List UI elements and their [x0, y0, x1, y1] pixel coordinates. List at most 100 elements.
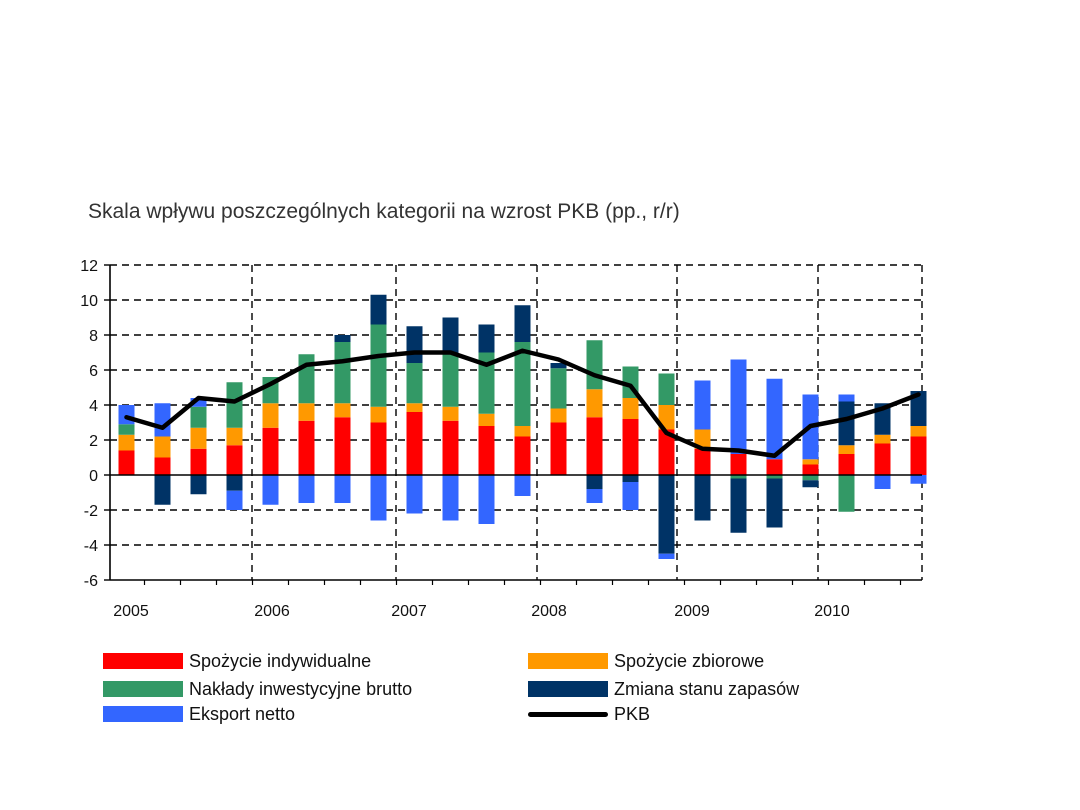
- bar-segment-s0-3: [226, 445, 243, 475]
- bar-segment-s0-0: [118, 450, 135, 475]
- legend-label: Nakłady inwestycyjne brutto: [189, 678, 413, 699]
- bar-segment-s1-9: [442, 406, 459, 421]
- bar-segment-s4-15: [658, 553, 675, 559]
- bar-segment-s3-14: [622, 475, 639, 482]
- y-tick-label-12: 12: [80, 258, 98, 275]
- bar-segment-s3-15: [658, 475, 675, 554]
- legend-item-pkb: PKB: [528, 703, 650, 725]
- legend-item-zmiana-stanu-zapasow: Zmiana stanu zapasów: [528, 678, 799, 700]
- bar-segment-s1-5: [298, 403, 315, 421]
- bar-segment-s2-0: [118, 424, 135, 435]
- bar-segment-s4-1: [154, 403, 171, 437]
- x-tick-label-2006: 2006: [254, 603, 290, 620]
- bar-segment-s1-11: [514, 426, 531, 437]
- bar-segment-s4-14: [622, 482, 639, 510]
- bar-segment-s0-8: [406, 412, 423, 475]
- bar-segment-s2-19: [802, 475, 819, 481]
- bar-segment-s4-4: [262, 475, 279, 505]
- bar-segment-s0-15: [658, 429, 675, 475]
- bar-segment-s0-19: [802, 464, 819, 475]
- bar-segment-s1-8: [406, 403, 423, 412]
- bar-segment-s3-10: [478, 324, 495, 353]
- bar-segment-s3-16: [694, 475, 711, 521]
- bar-segment-s3-12: [550, 363, 567, 369]
- legend-label: Spożycie zbiorowe: [614, 650, 765, 671]
- bar-segment-s3-1: [154, 475, 171, 505]
- chart-title: Skala wpływu poszczególnych kategorii na…: [88, 200, 680, 223]
- x-tick-label-2010: 2010: [814, 603, 850, 620]
- bar-segment-s4-13: [586, 489, 603, 503]
- x-tick-label-2007: 2007: [391, 603, 427, 620]
- legend-swatch: [528, 653, 608, 669]
- bar-stack-group: [118, 294, 927, 559]
- legend-swatch: [528, 681, 608, 697]
- bar-segment-s0-11: [514, 436, 531, 475]
- bar-segment-s2-10: [478, 352, 495, 414]
- y-tick-label-8: 8: [89, 328, 98, 345]
- bar-segment-s1-1: [154, 436, 171, 458]
- bar-segment-s4-9: [442, 475, 459, 521]
- bar-segment-s4-0: [118, 405, 135, 425]
- bar-segment-s2-12: [550, 368, 567, 409]
- bar-segment-s1-14: [622, 398, 639, 419]
- bar-segment-s4-10: [478, 475, 495, 524]
- bar-segment-s3-8: [406, 326, 423, 363]
- legend-item-spozycie-zbiorowe: Spożycie zbiorowe: [528, 650, 764, 672]
- x-tick-label-2009: 2009: [674, 603, 710, 620]
- x-tick-label-2005: 2005: [113, 603, 149, 620]
- bar-segment-s0-12: [550, 422, 567, 475]
- bar-segment-s0-9: [442, 420, 459, 475]
- bar-segment-s3-6: [334, 335, 351, 342]
- bar-segment-s3-22: [910, 391, 927, 426]
- legend-swatch: [103, 706, 183, 722]
- bar-segment-s1-7: [370, 406, 387, 423]
- bar-segment-s4-17: [730, 359, 747, 454]
- bar-segment-s0-1: [154, 457, 171, 475]
- legend-label: Zmiana stanu zapasów: [614, 678, 800, 699]
- bar-segment-s2-20: [838, 475, 855, 512]
- bar-segment-s0-6: [334, 417, 351, 475]
- bar-segment-s4-11: [514, 475, 531, 496]
- legend-item-eksport-netto: Eksport netto: [103, 703, 295, 725]
- bar-segment-s1-16: [694, 429, 711, 449]
- bar-segment-s3-3: [226, 475, 243, 491]
- bar-segment-s1-20: [838, 445, 855, 454]
- bar-segment-s3-11: [514, 305, 531, 342]
- bar-segment-s1-19: [802, 459, 819, 465]
- bar-segment-s2-17: [730, 475, 747, 479]
- bar-segment-s2-2: [190, 406, 207, 428]
- bar-segment-s0-22: [910, 436, 927, 475]
- bar-segment-s2-5: [298, 354, 315, 404]
- bar-segment-s0-18: [766, 459, 783, 475]
- y-tick-label--4: -4: [84, 538, 98, 555]
- bar-segment-s3-19: [802, 480, 819, 488]
- bar-segment-s1-3: [226, 427, 243, 446]
- y-tick-label-6: 6: [89, 363, 98, 380]
- bar-segment-s0-21: [874, 443, 891, 475]
- legend-line-swatch: [528, 711, 608, 717]
- bar-segment-s1-10: [478, 413, 495, 426]
- bar-segment-s4-7: [370, 475, 387, 521]
- y-tick-label-4: 4: [89, 398, 98, 415]
- legend-item-spozycie-indywidualne: Spożycie indywidualne: [103, 650, 371, 672]
- y-tick-labels: 12 10 8 6 4 2 0 -2 -4 -6: [80, 258, 98, 590]
- pkb-line-group: [124, 348, 921, 458]
- legend-label: PKB: [614, 703, 651, 724]
- bar-segment-s0-10: [478, 426, 495, 475]
- bar-segment-s2-13: [586, 340, 603, 390]
- x-tick-labels: 2005 2006 2007 2008 2009 2010: [113, 603, 850, 620]
- bar-segment-s0-7: [370, 422, 387, 475]
- bar-segment-s0-5: [298, 420, 315, 475]
- bar-segment-s4-3: [226, 490, 243, 510]
- y-tick-label-0: 0: [89, 468, 98, 485]
- bar-segment-s0-16: [694, 448, 711, 475]
- bar-segment-s4-20: [838, 394, 855, 402]
- bar-segment-s4-22: [910, 475, 927, 484]
- legend-swatch: [103, 653, 183, 669]
- bar-segment-s0-2: [190, 448, 207, 475]
- bar-segment-s2-8: [406, 363, 423, 404]
- legend-label: Eksport netto: [189, 703, 296, 724]
- y-tick-label-10: 10: [80, 293, 98, 310]
- pkb-line: [124, 348, 921, 458]
